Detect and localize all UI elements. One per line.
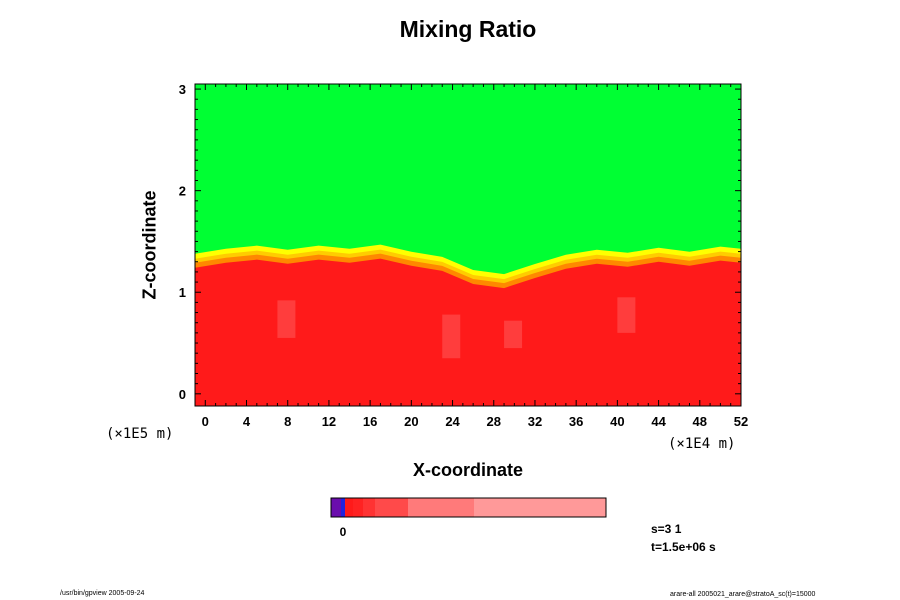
- plume-streak: [442, 314, 461, 359]
- plume-streak: [504, 320, 523, 349]
- colorbar-segment: [408, 498, 474, 517]
- footer-right: arare-all 2005021_arare@stratoA_sc(t)=15…: [670, 591, 816, 598]
- x-tick-label: 16: [363, 414, 377, 429]
- colorbar: 0: [330, 497, 607, 539]
- x-tick-label: 28: [487, 414, 501, 429]
- s-label: s=3 1: [651, 522, 682, 536]
- x-tick-label: 44: [651, 414, 666, 429]
- colorbar-segment: [353, 498, 363, 517]
- colorbar-segment: [363, 498, 375, 517]
- colorbar-segment: [474, 498, 606, 517]
- x-scale-label: (×1E4 m): [668, 436, 736, 452]
- y-tick-label: 0: [179, 387, 186, 402]
- region-lower: [195, 258, 741, 406]
- y-tick-label: 3: [179, 82, 186, 97]
- x-tick-label: 48: [693, 414, 707, 429]
- plume-streak: [617, 297, 636, 333]
- x-axis-label: X-coordinate: [412, 460, 523, 480]
- x-tick-label: 4: [243, 414, 251, 429]
- y-tick-label: 2: [179, 184, 186, 199]
- plot-frame: [194, 83, 742, 407]
- chart-title: Mixing Ratio: [399, 16, 537, 42]
- colorbar-segment: [345, 498, 353, 517]
- x-tick-label: 8: [284, 414, 291, 429]
- colorbar-segment: [341, 498, 345, 517]
- x-tick-label: 20: [404, 414, 418, 429]
- x-tick-label: 0: [202, 414, 209, 429]
- x-tick-label: 32: [528, 414, 542, 429]
- x-tick-label: 12: [322, 414, 336, 429]
- plot-field: [195, 84, 741, 406]
- x-tick-label: 52: [734, 414, 748, 429]
- t-label: t=1.5e+06 s: [651, 540, 716, 554]
- y-axis-label: Z-coordinate: [139, 190, 160, 300]
- x-tick-label: 24: [445, 414, 460, 429]
- plume-streak: [277, 300, 296, 338]
- colorbar-segment: [331, 498, 341, 517]
- colorbar-segment: [375, 498, 408, 517]
- x-tick-label: 36: [569, 414, 583, 429]
- footer-left: /usr/bin/gpview 2005-09-24: [60, 590, 145, 597]
- colorbar-frame: [330, 497, 607, 518]
- x-tick-label: 40: [610, 414, 624, 429]
- y-scale-label: (×1E5 m): [106, 426, 174, 442]
- colorbar-tick-label: 0: [340, 525, 347, 539]
- y-tick-label: 1: [179, 285, 186, 300]
